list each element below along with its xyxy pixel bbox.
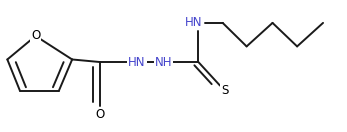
Text: S: S	[221, 84, 229, 97]
Text: O: O	[31, 29, 40, 43]
Text: HN: HN	[185, 16, 202, 29]
Text: O: O	[96, 108, 105, 121]
Text: HN: HN	[128, 56, 146, 69]
Text: NH: NH	[155, 56, 172, 69]
